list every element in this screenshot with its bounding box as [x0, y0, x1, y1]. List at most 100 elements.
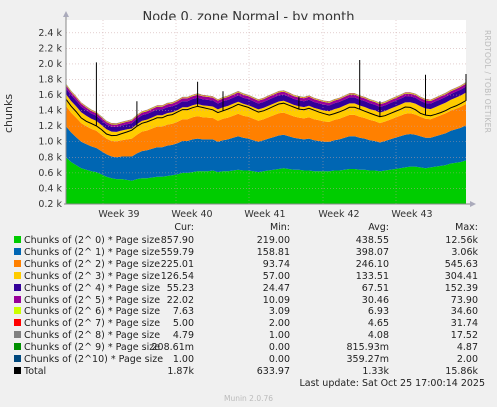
legend-value-avg: 246.10: [355, 258, 389, 270]
legend-label: Chunks of (2^ 4) * Page size: [24, 282, 161, 294]
legend-value-avg: 438.55: [355, 235, 389, 246]
legend-value-avg: 4.65: [367, 318, 389, 330]
legend-value-cur: 4.79: [172, 330, 194, 342]
legend-value-max: 31.74: [450, 318, 478, 330]
legend-value-max: 545.63: [444, 258, 478, 270]
area-series-2: [66, 104, 466, 158]
y-tick-label-10: 2.2 k: [38, 43, 62, 54]
legend-swatch: [14, 331, 21, 339]
legend-swatch: [14, 247, 21, 255]
legend-item: Chunks of (2^ 1) * Page size: [14, 247, 160, 258]
legend-value-min: 0.00: [268, 342, 290, 354]
total-line: [65, 60, 467, 137]
legend-label: Total: [24, 365, 47, 377]
legend-value-min: 93.74: [262, 258, 290, 270]
y-tick-label-9: 2.0 k: [38, 59, 62, 70]
legend-value-cur: 1.87k: [167, 365, 194, 377]
header-cur: Cur:: [174, 222, 194, 233]
chart-area: 0.2 k 0.4 k 0.6 k 0.8 k 1.0 k 1.2 k 1.4 k 1.6 k…: [38, 11, 476, 220]
legend-value-min: 219.00: [256, 235, 290, 246]
legend-label: Chunks of (2^ 2) * Page size: [24, 258, 161, 270]
y-tick-label-3: 0.8 k: [38, 152, 62, 163]
legend-value-max: 3.06k: [451, 246, 478, 258]
x-axis-arrow: [470, 201, 476, 207]
legend-swatch: [14, 236, 21, 243]
area-series-0: [66, 157, 466, 204]
legend-value-cur: 7.63: [172, 306, 194, 318]
legend-item: Total: [14, 366, 46, 377]
legend-value-min: 2.00: [268, 318, 290, 330]
legend-item: Chunks of (2^ 7) * Page size: [14, 318, 160, 329]
legend-value-avg: 4.08: [367, 330, 389, 342]
x-tick-label-4: Week 43: [391, 209, 432, 220]
area-series-1: [66, 125, 466, 181]
legend-swatch: [14, 307, 21, 315]
legend-swatch: [14, 283, 21, 291]
legend-value-avg: 398.07: [355, 246, 389, 258]
area-series-5: [66, 83, 466, 127]
legend-label: Chunks of (2^ 6) * Page size: [24, 306, 161, 318]
legend-value-max: 152.39: [444, 282, 478, 294]
legend-value-avg: 6.93: [367, 306, 389, 318]
munin-version: Munin 2.0.76: [223, 394, 274, 403]
legend-value-max: 17.52: [450, 330, 478, 342]
legend-value-avg: 133.51: [355, 270, 389, 282]
legend-value-min: 24.47: [262, 282, 290, 294]
legend-value-avg: 30.46: [361, 294, 389, 306]
legend-swatch: [14, 271, 21, 279]
y-axis-arrow: [63, 11, 69, 17]
header-avg: Avg:: [368, 222, 389, 233]
legend-value-cur: 126.54: [160, 270, 194, 282]
legend-label: Chunks of (2^ 5) * Page size: [24, 294, 161, 306]
legend-value-cur: 22.02: [166, 294, 194, 306]
y-tick-label-0: 0.2 k: [38, 199, 62, 210]
legend-value-cur: 55.23: [166, 282, 194, 294]
y-tick-label-4: 1.0 k: [38, 137, 62, 148]
legend-value-cur: 559.79: [160, 246, 194, 258]
y-tick-label-1: 0.4 k: [38, 183, 62, 194]
legend-label: Chunks of (2^ 3) * Page size: [24, 270, 161, 282]
legend-swatch: [14, 343, 21, 351]
legend-label: Chunks of (2^ 1) * Page size: [24, 246, 161, 258]
legend-swatch: [14, 259, 21, 267]
legend-value-max: 2.00: [456, 354, 478, 365]
legend-value-max: 15.86k: [445, 365, 478, 377]
legend-value-max: 34.60: [450, 306, 478, 318]
area-series-4: [66, 86, 466, 132]
y-tick-label-2: 0.6 k: [38, 168, 62, 179]
legend-label: Chunks of (2^ 0) * Page size: [24, 235, 161, 246]
legend-label: Chunks of (2^ 7) * Page size: [24, 318, 161, 330]
legend-label: Chunks of (2^ 9) * Page size: [24, 342, 161, 354]
legend-value-min: 633.97: [256, 365, 290, 377]
legend-item: Chunks of (2^ 5) * Page size: [14, 295, 160, 306]
legend-item: Chunks of (2^ 9) * Page size: [14, 342, 160, 353]
legend-value-min: 1.00: [268, 330, 290, 342]
x-tick-label-0: Week 39: [98, 209, 139, 220]
y-tick-label-8: 1.8 k: [38, 74, 62, 85]
legend-value-max: 4.87: [456, 342, 478, 354]
legend-value-max: 304.41: [444, 270, 478, 282]
last-update: Last update: Sat Oct 25 17:00:14 2025: [299, 378, 485, 389]
area-series-3: [66, 92, 466, 142]
legend-value-cur: 208.61m: [151, 342, 195, 354]
legend-value-min: 10.09: [262, 294, 290, 306]
legend-label: Chunks of (2^10) * Page size: [24, 354, 164, 365]
legend-item: Chunks of (2^ 3) * Page size: [14, 271, 160, 282]
y-tick-label-7: 1.6 k: [38, 90, 62, 101]
y-tick-label-6: 1.4 k: [38, 106, 62, 117]
legend-item: Chunks of (2^ 6) * Page size: [14, 306, 160, 317]
legend-value-avg: 359.27m: [346, 354, 390, 365]
legend-label: Chunks of (2^ 8) * Page size: [24, 330, 161, 342]
header-min: Min:: [269, 222, 290, 233]
legend-value-max: 12.56k: [445, 235, 478, 246]
legend-value-min: 0.00: [268, 354, 290, 365]
legend-swatch: [14, 295, 21, 303]
legend-swatch: [14, 366, 21, 374]
x-tick-label-3: Week 42: [318, 209, 359, 220]
legend-item: Chunks of (2^ 0) * Page size: [14, 235, 160, 246]
legend-swatch: [14, 319, 21, 327]
header-max: Max:: [455, 222, 478, 233]
legend-value-avg: 67.51: [361, 282, 389, 294]
x-tick-label-2: Week 41: [244, 209, 285, 220]
legend-value-min: 3.09: [268, 306, 290, 318]
